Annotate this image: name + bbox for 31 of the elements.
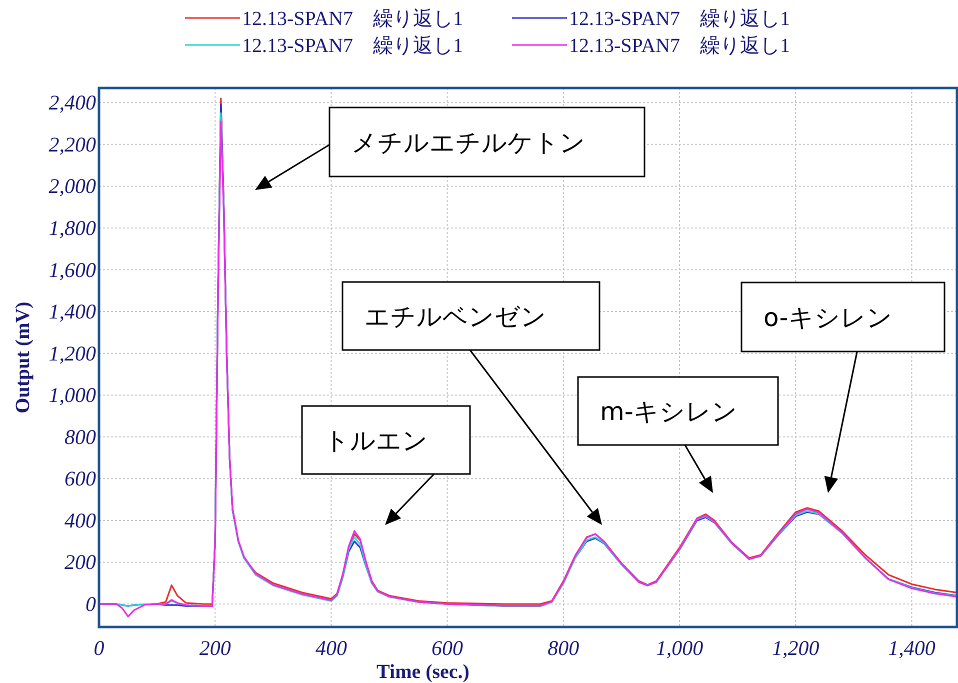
legend-label: 12.13-SPAN7 繰り返し1 [569,35,790,57]
annotation: m-キシレン [600,397,738,426]
annotation: メチルエチルケトン [352,128,586,157]
y-tick-label: 1,800 [48,216,96,240]
y-tick-label: 1,600 [48,258,96,282]
annotation: o-キシレン [764,303,892,332]
x-axis-title: Time (sec.) [376,661,470,683]
y-tick-label: 1,400 [48,300,96,324]
y-tick-label: 800 [64,424,96,449]
y-tick-label: 0 [86,592,96,616]
y-axis-title: Output (mV) [12,302,34,414]
x-tick-label: 200 [199,636,232,660]
y-tick-label: 400 [64,508,96,532]
y-tick-label: 600 [64,466,96,491]
x-tick-label: 1,200 [772,636,820,660]
legend-label: 12.13-SPAN7 繰り返し1 [242,8,463,30]
y-tick-label: 2,000 [48,174,96,198]
x-tick-label: 400 [315,636,348,660]
y-tick-label: 1,000 [48,383,96,408]
x-tick-label: 1,400 [888,636,936,660]
annotation: エチルベンゼン [364,302,546,331]
legend-label: 12.13-SPAN7 繰り返し1 [242,35,463,57]
y-tick-label: 1,200 [48,341,96,366]
annotation: トルエン [324,426,428,455]
y-tick-label: 2,200 [48,132,96,156]
x-tick-label: 800 [548,636,580,660]
x-tick-label: 1,000 [656,636,704,660]
x-tick-label: 600 [432,636,464,660]
y-tick-label: 200 [64,550,96,574]
y-tick-label: 2,400 [48,90,96,115]
legend-label: 12.13-SPAN7 繰り返し1 [569,8,790,30]
